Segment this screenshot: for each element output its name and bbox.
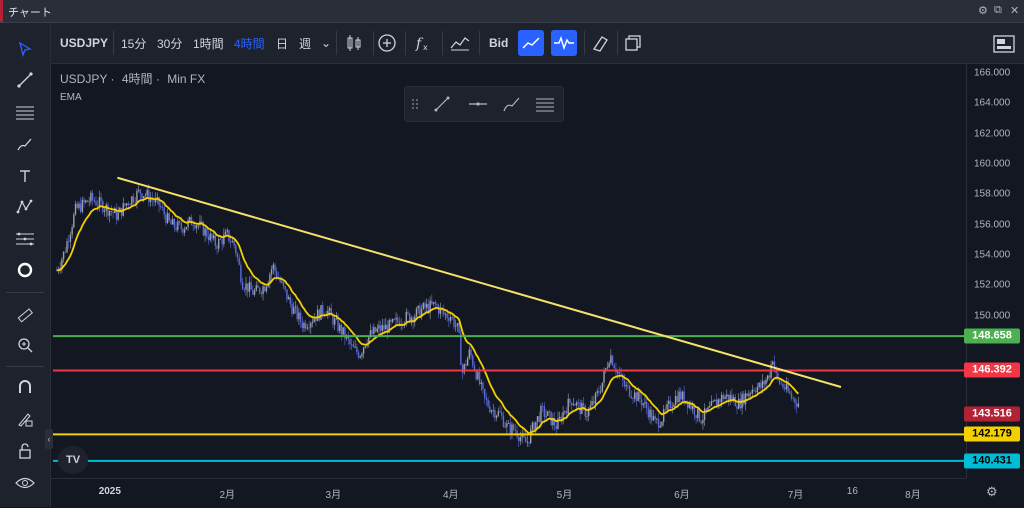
toolbar-divider [405, 31, 406, 55]
fib-tool-icon[interactable] [11, 98, 39, 126]
level-price-label: 148.658 [964, 328, 1020, 344]
ruler-icon[interactable] [11, 301, 39, 329]
time-tick-label: 16 [846, 486, 858, 497]
toolbar-divider [6, 366, 44, 367]
cursor-icon[interactable] [11, 35, 39, 63]
settings-icon[interactable]: ⚙ [978, 5, 988, 17]
layout-icon[interactable] [620, 30, 646, 56]
time-tick-label: 2月 [219, 490, 236, 501]
time-tick-label: 2025 [98, 486, 121, 497]
lock-icon[interactable] [11, 437, 39, 465]
chart-pane[interactable] [51, 64, 966, 478]
last-price-label: 143.516 [964, 406, 1020, 422]
visibility-icon[interactable] [11, 469, 39, 497]
svg-text:x: x [423, 43, 428, 52]
price-tick-label: 166.000 [974, 67, 1011, 79]
shape-tool-icon[interactable] [11, 256, 39, 284]
chart-legend: USDJPY · 4時間 · Min FX [60, 70, 205, 87]
legend-source: Min FX [167, 72, 206, 86]
interval-day[interactable]: 日 [276, 36, 289, 51]
toolbar-divider [442, 31, 443, 55]
chart-settings-icon[interactable]: ⚙ [986, 484, 998, 499]
price-tick-label: 154.000 [974, 249, 1011, 261]
magnet-icon[interactable] [11, 373, 39, 401]
pulse-toggle-icon[interactable] [551, 30, 577, 56]
time-tick-label: 6月 [674, 490, 690, 501]
toolbar-divider [336, 31, 337, 55]
floating-drawing-bar [404, 86, 564, 122]
interval-15m[interactable]: 15分 [121, 36, 147, 51]
compare-add-icon[interactable] [374, 30, 400, 56]
horizontal-ray-icon[interactable] [465, 91, 491, 117]
time-tick-label: 5月 [556, 490, 573, 501]
level-price-label: 140.431 [964, 453, 1020, 469]
tradingview-logo[interactable]: TV [58, 446, 88, 474]
indicator-legend[interactable]: EMA [60, 92, 82, 103]
interval-30m[interactable]: 30分 [157, 36, 183, 51]
close-icon[interactable]: ✕ [1010, 5, 1020, 17]
svg-text:f: f [415, 36, 424, 52]
window-title: チャート [8, 7, 52, 19]
pattern-tool-icon[interactable] [11, 193, 39, 221]
toolbar-divider [584, 31, 585, 55]
legend-symbol: USDJPY [60, 72, 108, 86]
time-axis[interactable] [51, 478, 966, 508]
collapse-toolbar-icon[interactable]: ‹ [45, 429, 53, 449]
price-tick-label: 150.000 [974, 310, 1011, 322]
text-tool-icon[interactable] [11, 162, 39, 190]
line-chart-toggle-icon[interactable] [518, 30, 544, 56]
legend-interval: 4時間 [121, 72, 153, 86]
interval-1h[interactable]: 1時間 [193, 36, 224, 51]
prediction-tool-icon[interactable] [11, 225, 39, 253]
toolbar-divider [373, 31, 374, 55]
drawing-toolbar [0, 23, 51, 507]
candle-style-icon[interactable] [341, 30, 367, 56]
time-tick-label: 4月 [442, 490, 459, 501]
brush-tool-icon[interactable] [11, 130, 39, 158]
eraser-icon[interactable] [587, 30, 613, 56]
templates-icon[interactable] [447, 30, 473, 56]
price-tick-label: 164.000 [974, 97, 1011, 109]
drag-handle-icon[interactable] [405, 91, 425, 117]
price-tick-label: 162.000 [974, 128, 1011, 140]
price-tick-label: 152.000 [974, 279, 1011, 291]
interval-dropdown[interactable]: ⌄ [321, 36, 332, 50]
time-tick-label: 3月 [325, 490, 342, 501]
interval-4h[interactable]: 4時間 [234, 36, 265, 51]
legend-separator: · [110, 72, 115, 86]
toolbar-divider [617, 31, 618, 55]
trendline-tool-icon[interactable] [429, 91, 455, 117]
toolbar-divider [479, 31, 480, 55]
level-price-label: 146.392 [964, 362, 1020, 378]
level-price-label: 142.179 [964, 426, 1020, 442]
time-tick-label: 8月 [905, 490, 921, 501]
window-titlebar: チャート ⚙ ⧉ ✕ [0, 0, 1024, 23]
symbol-search-button[interactable]: USDJPY [60, 36, 109, 50]
popout-icon[interactable]: ⧉ [994, 4, 1002, 16]
widget-layout-icon[interactable] [991, 30, 1017, 56]
fib-tool-icon[interactable] [532, 91, 558, 117]
interval-week[interactable]: 週 [299, 36, 312, 51]
zoom-icon[interactable] [11, 331, 39, 359]
price-tick-label: 160.000 [974, 158, 1011, 170]
price-tick-label: 158.000 [974, 188, 1011, 200]
trendline-tool-icon[interactable] [11, 66, 39, 94]
draw-lock-icon[interactable] [11, 405, 39, 433]
legend-separator: · [155, 72, 160, 86]
price-tick-label: 156.000 [974, 219, 1011, 231]
toolbar-divider [113, 31, 114, 55]
bid-ask-toggle[interactable]: Bid [489, 36, 509, 50]
toolbar-divider [6, 292, 44, 293]
title-accent [0, 0, 3, 22]
time-tick-label: 7月 [787, 490, 804, 501]
brush-tool-icon[interactable] [499, 91, 525, 117]
